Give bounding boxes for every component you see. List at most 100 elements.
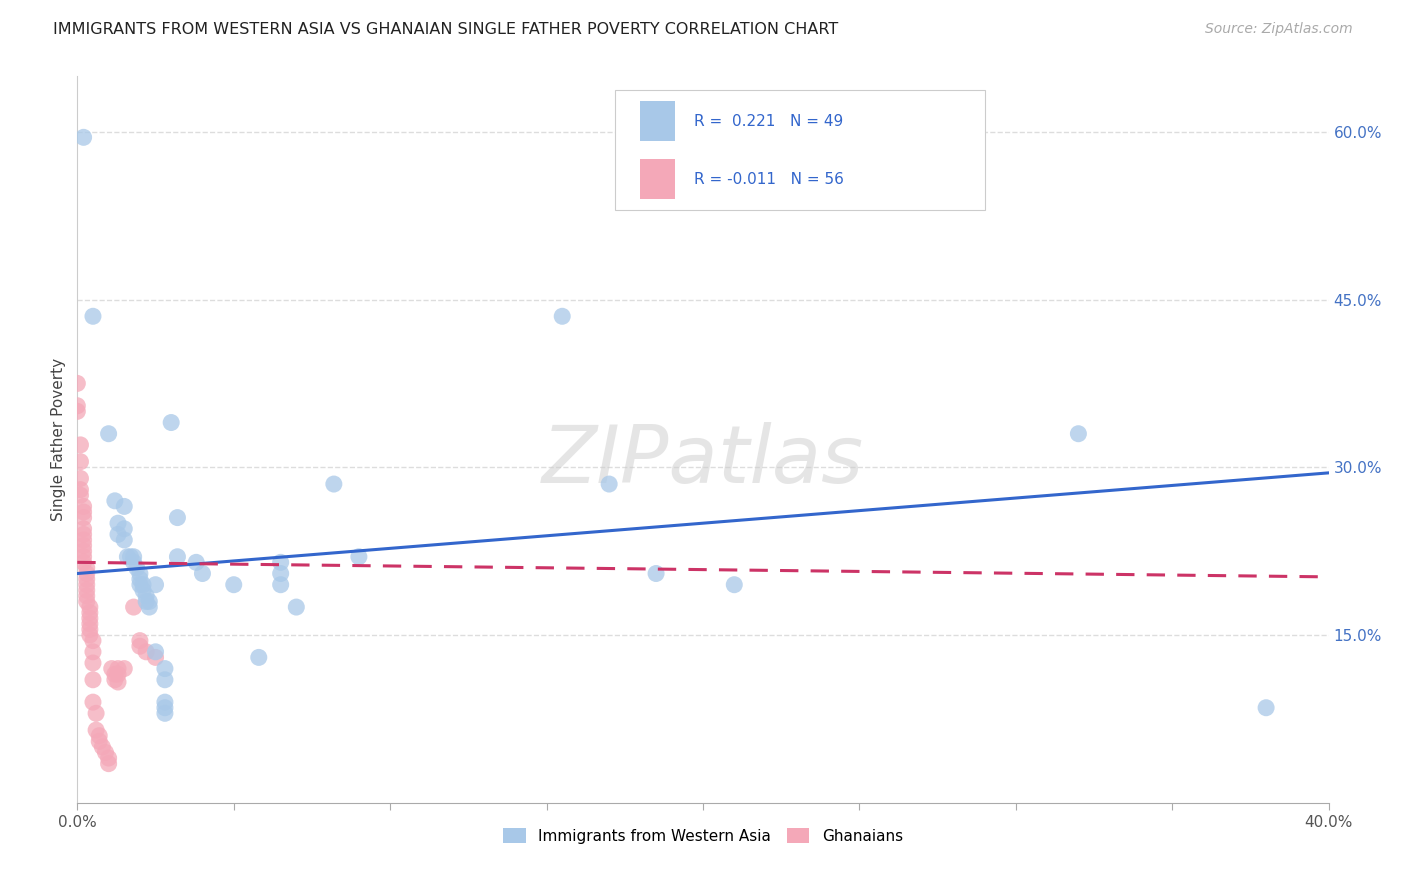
Point xyxy=(72,510,94,524)
Point xyxy=(186,555,208,569)
Point xyxy=(76,583,98,598)
Point xyxy=(100,662,122,676)
Point xyxy=(104,667,127,681)
Point xyxy=(104,673,127,687)
Point xyxy=(153,706,176,721)
Point xyxy=(69,471,91,485)
Point xyxy=(84,706,107,721)
Point xyxy=(1067,426,1090,441)
Point xyxy=(69,483,91,497)
Point xyxy=(270,555,292,569)
Point xyxy=(72,549,94,564)
Legend: Immigrants from Western Asia, Ghanaians: Immigrants from Western Asia, Ghanaians xyxy=(498,822,908,850)
Point xyxy=(66,399,89,413)
Point xyxy=(76,594,98,608)
Point xyxy=(122,600,145,615)
FancyBboxPatch shape xyxy=(616,90,984,211)
Point xyxy=(270,578,292,592)
Text: R = -0.011   N = 56: R = -0.011 N = 56 xyxy=(695,172,844,187)
Point xyxy=(138,594,160,608)
Point xyxy=(79,611,101,625)
Point xyxy=(91,739,114,754)
Text: ZIPatlas: ZIPatlas xyxy=(541,422,865,500)
Point xyxy=(82,633,104,648)
Point xyxy=(129,572,152,586)
Point xyxy=(89,729,111,743)
Point xyxy=(97,426,120,441)
Point xyxy=(125,561,148,575)
FancyBboxPatch shape xyxy=(641,102,675,141)
Point xyxy=(76,566,98,581)
Text: R =  0.221   N = 49: R = 0.221 N = 49 xyxy=(695,114,844,128)
Point xyxy=(135,594,157,608)
Point xyxy=(166,549,188,564)
Text: IMMIGRANTS FROM WESTERN ASIA VS GHANAIAN SINGLE FATHER POVERTY CORRELATION CHART: IMMIGRANTS FROM WESTERN ASIA VS GHANAIAN… xyxy=(53,22,838,37)
Point xyxy=(129,633,152,648)
Point xyxy=(79,606,101,620)
Point xyxy=(82,695,104,709)
Point xyxy=(107,667,129,681)
Point xyxy=(129,578,152,592)
Y-axis label: Single Father Poverty: Single Father Poverty xyxy=(51,358,66,521)
Point xyxy=(72,130,94,145)
Point xyxy=(347,549,370,564)
Point xyxy=(72,533,94,547)
Point xyxy=(145,645,167,659)
Point xyxy=(132,583,155,598)
Point xyxy=(82,656,104,670)
Point xyxy=(191,566,214,581)
Point xyxy=(222,578,245,592)
Point xyxy=(112,522,135,536)
Point xyxy=(1254,700,1277,714)
Point xyxy=(135,645,157,659)
Point xyxy=(82,673,104,687)
Point xyxy=(723,578,745,592)
Point xyxy=(79,616,101,631)
Point xyxy=(82,310,104,324)
Point xyxy=(645,566,668,581)
Point xyxy=(551,310,574,324)
Point xyxy=(270,566,292,581)
Point xyxy=(153,662,176,676)
Point xyxy=(97,751,120,765)
Point xyxy=(72,544,94,558)
Point xyxy=(122,549,145,564)
Point xyxy=(66,404,89,418)
Point xyxy=(69,488,91,502)
Point xyxy=(132,578,155,592)
Point xyxy=(76,561,98,575)
Text: Source: ZipAtlas.com: Source: ZipAtlas.com xyxy=(1205,22,1353,37)
Point xyxy=(247,650,270,665)
Point xyxy=(76,578,98,592)
Point xyxy=(120,549,142,564)
Point xyxy=(72,555,94,569)
Point xyxy=(94,746,117,760)
Point xyxy=(153,695,176,709)
Point xyxy=(107,527,129,541)
Point xyxy=(79,628,101,642)
Point xyxy=(112,533,135,547)
Point xyxy=(72,539,94,553)
Point xyxy=(76,589,98,603)
Point xyxy=(97,756,120,771)
Point xyxy=(153,673,176,687)
Point xyxy=(129,566,152,581)
Point xyxy=(598,477,620,491)
Point xyxy=(72,505,94,519)
Point xyxy=(72,522,94,536)
Point xyxy=(112,662,135,676)
FancyBboxPatch shape xyxy=(641,160,675,200)
Point xyxy=(107,675,129,690)
Point xyxy=(76,572,98,586)
Point xyxy=(72,500,94,514)
Point xyxy=(72,527,94,541)
Point xyxy=(82,645,104,659)
Point xyxy=(122,555,145,569)
Point xyxy=(66,376,89,391)
Point xyxy=(285,600,308,615)
Point xyxy=(107,662,129,676)
Point xyxy=(104,493,127,508)
Point xyxy=(129,639,152,653)
Point xyxy=(107,516,129,531)
Point xyxy=(112,500,135,514)
